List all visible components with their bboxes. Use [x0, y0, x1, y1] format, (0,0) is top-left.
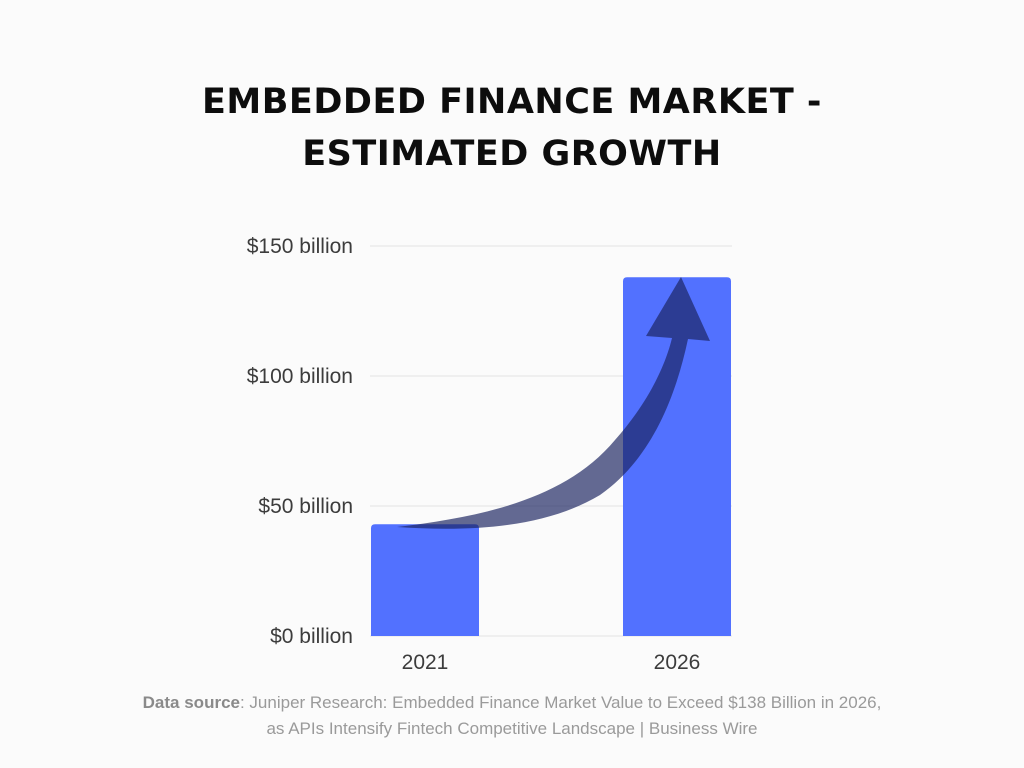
y-axis-ticks: $0 billion $50 billion $100 billion $150 bi… [247, 235, 353, 648]
x-axis-labels: 2021 2026 [402, 651, 701, 674]
y-tick-label: $0 billion [270, 625, 353, 648]
source-label: Data source [142, 693, 240, 712]
x-category-label: 2021 [402, 651, 449, 674]
source-line-1: : Juniper Research: Embedded Finance Mar… [239, 693, 882, 712]
y-tick-label: $100 billion [247, 365, 353, 388]
source-line-2: as APIs Intensify Fintech Competitive La… [266, 719, 758, 738]
chart-title-line-2: ESTIMATED GROWTH [302, 134, 722, 174]
bar-2026 [623, 277, 731, 636]
growth-arrow-icon [397, 277, 710, 529]
chart-title: EMBEDDED FINANCE MARKET - ESTIMATED GROW… [0, 76, 1024, 180]
y-tick-label: $150 billion [247, 235, 353, 258]
y-tick-label: $50 billion [258, 495, 353, 518]
chart-title-line-1: EMBEDDED FINANCE MARKET - [202, 82, 822, 122]
bars [371, 277, 731, 636]
bar-2021 [371, 524, 479, 636]
x-category-label: 2026 [654, 651, 701, 674]
data-source-note: Data source: Juniper Research: Embedded … [0, 690, 1024, 742]
